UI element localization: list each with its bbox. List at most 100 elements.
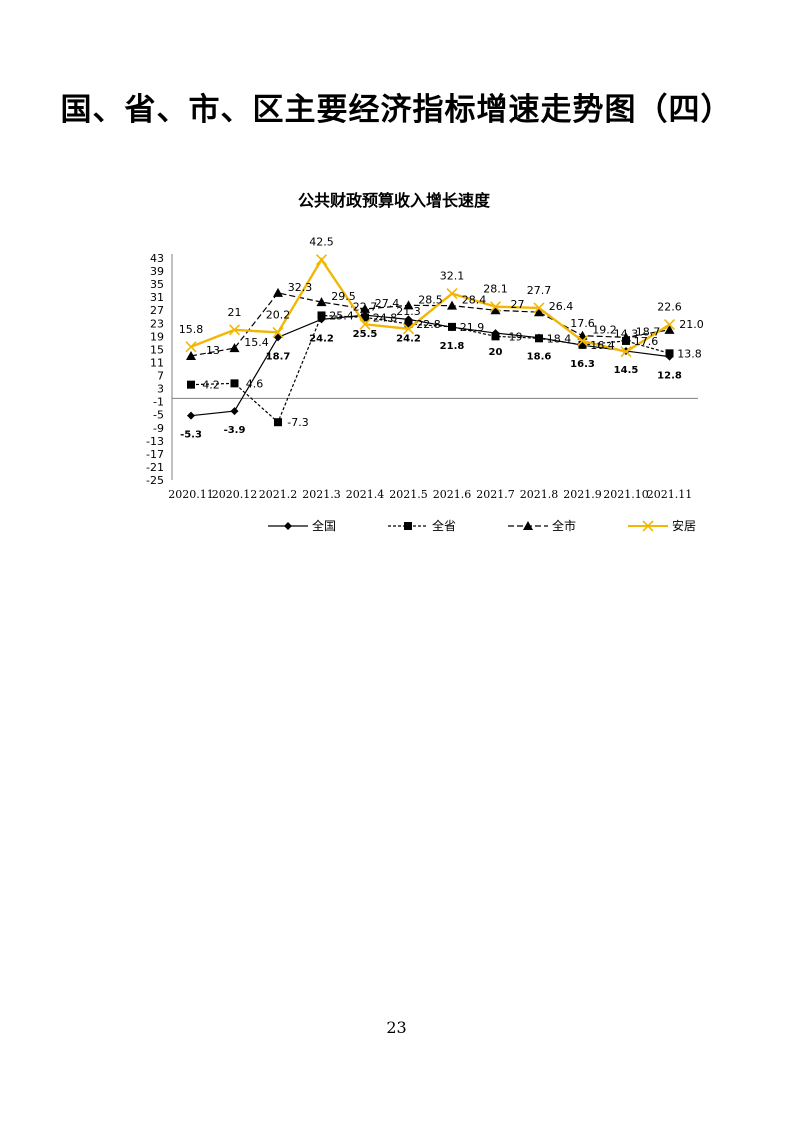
- legend-marker: [523, 521, 533, 530]
- data-label: -5.3: [180, 430, 202, 441]
- data-point: [186, 350, 196, 360]
- data-point: [404, 319, 413, 328]
- series-line-0: [190, 314, 670, 417]
- data-label: 4.6: [246, 377, 264, 390]
- series-line-1: [190, 314, 670, 424]
- data-point: [316, 297, 327, 307]
- data-point: [403, 300, 414, 310]
- data-label: 17.6: [634, 335, 659, 348]
- legend-label: 全省: [432, 518, 456, 533]
- data-point: [187, 380, 195, 389]
- x-tick-label: 2021.7: [476, 488, 515, 501]
- data-label: 28.1: [483, 283, 508, 296]
- data-point: [272, 326, 284, 339]
- y-tick-label: -17: [146, 448, 164, 461]
- series-line-3: [190, 257, 671, 353]
- data-point: [489, 301, 502, 313]
- data-point: [315, 254, 328, 266]
- x-tick-label: 2020.12: [212, 488, 258, 501]
- data-point: [317, 311, 326, 320]
- data-point: [274, 333, 282, 342]
- data-label: 42.5: [309, 236, 334, 249]
- data-label: 24.2: [396, 333, 421, 344]
- data-labels: -5.3 -3.9 18.7 24.2 25.5 24.2 21.8 20 18.6 16.3 14…: [179, 236, 704, 441]
- data-label: 20: [489, 347, 503, 358]
- y-tick-label: -1: [153, 396, 164, 409]
- data-label: 21.9: [460, 321, 485, 334]
- data-label: 20.2: [266, 308, 291, 321]
- data-point: [274, 418, 282, 427]
- y-tick-label: 15: [150, 343, 164, 356]
- data-label: 17.6: [570, 317, 595, 330]
- data-label: 12.8: [657, 371, 682, 382]
- line-chart: 公共财政预算收入增长速度 43393531272319151173-1-5-9-…: [146, 191, 704, 533]
- y-tick-label: 19: [150, 330, 164, 343]
- x-tick-label: 2021.11: [647, 488, 693, 501]
- series-line-2: [190, 292, 670, 357]
- data-point: [621, 332, 631, 342]
- x-tick-label: 2021.9: [563, 488, 602, 501]
- x-tick-label: 2020.11: [168, 488, 214, 501]
- data-point: [448, 322, 456, 331]
- data-label: 27.7: [527, 284, 552, 297]
- x-tick-label: 2021.4: [346, 488, 385, 501]
- y-tick-label: 35: [150, 278, 164, 291]
- y-tick-label: 7: [157, 370, 164, 383]
- series-lines: [185, 254, 676, 427]
- y-tick-label: -13: [146, 435, 164, 448]
- data-label: 19.2: [592, 324, 617, 337]
- data-point: [664, 324, 675, 334]
- data-point: [187, 411, 195, 420]
- x-tick-label: 2021.5: [389, 488, 428, 501]
- x-tick-label: 2021.3: [302, 488, 341, 501]
- data-point: [361, 313, 369, 322]
- page-title: 国、省、市、区主要经济指标增速走势图（四）: [60, 92, 733, 128]
- data-point: [535, 334, 543, 343]
- data-point: [230, 379, 239, 388]
- data-point: [576, 335, 589, 347]
- y-tick-label: -9: [153, 422, 164, 435]
- data-label: 16.4: [590, 339, 615, 352]
- y-tick-label: 39: [150, 265, 164, 278]
- data-label: 32.1: [440, 270, 465, 283]
- legend: 全国 全省 全市 安居: [268, 518, 696, 533]
- data-label: 24.2: [309, 333, 334, 344]
- x-tick-label: 2021.10: [603, 488, 649, 501]
- data-label: 18.6: [527, 352, 552, 363]
- legend-label: 全国: [312, 518, 336, 533]
- y-tick-label: 23: [150, 317, 164, 330]
- data-label: 22.7: [353, 300, 378, 313]
- data-point: [533, 302, 545, 314]
- data-label: 18.7: [266, 351, 291, 362]
- data-label: 21.0: [679, 318, 704, 331]
- y-tick-label: 43: [150, 252, 164, 265]
- x-tick-label: 2021.6: [433, 488, 472, 501]
- data-point: [534, 307, 544, 317]
- data-point: [402, 323, 415, 335]
- data-point: [490, 305, 501, 315]
- y-tick-label: 11: [150, 356, 164, 369]
- data-label: -7.3: [287, 416, 308, 429]
- data-label: 27.4: [375, 297, 400, 310]
- data-label: 15.4: [244, 336, 269, 349]
- chart-title: 公共财政预算收入增长速度: [298, 191, 491, 210]
- data-label: 18.7: [636, 325, 661, 338]
- data-label: 28.4: [462, 294, 487, 307]
- legend-label: 安居: [672, 518, 696, 533]
- data-point: [273, 287, 283, 297]
- x-tick-label: 2021.2: [259, 488, 298, 501]
- y-tick-label: 3: [157, 383, 164, 396]
- data-point: [665, 349, 674, 358]
- data-label: 22.8: [416, 318, 441, 331]
- data-point: [360, 303, 370, 313]
- data-point: [228, 324, 241, 336]
- legend-label: 全市: [552, 518, 576, 533]
- y-tick-label: 27: [150, 304, 164, 317]
- data-label: 32.3: [288, 281, 313, 294]
- data-point: [447, 300, 457, 310]
- y-tick-label: -5: [153, 409, 164, 422]
- data-point: [578, 340, 587, 349]
- data-label: 14.5: [614, 365, 639, 376]
- data-label: 29.5: [331, 290, 356, 303]
- data-label: 19: [509, 330, 523, 343]
